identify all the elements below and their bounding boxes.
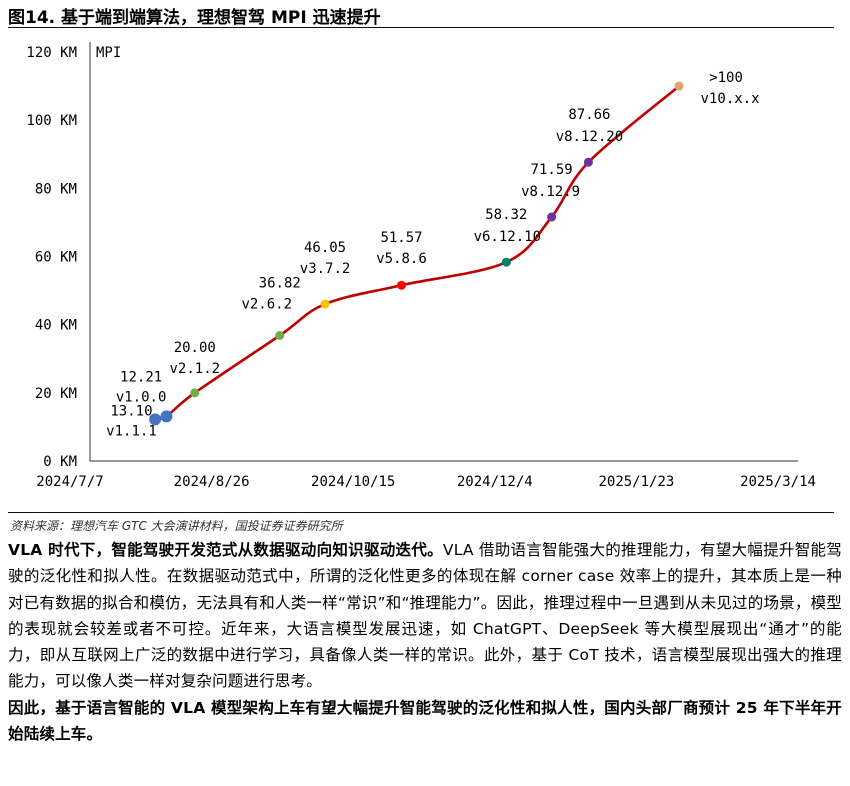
y-axis: 0 KM 20 KM 40 KM 60 KM 80 KM 100 KM 120 KM MPI — [26, 42, 121, 470]
value-label: 13.10 — [110, 403, 152, 419]
version-label: v8.12.20 — [556, 129, 623, 145]
source-note: 资料来源：理想汽车 GTC 大会演讲材料，国投证券证券研究所 — [10, 519, 343, 533]
x-tick-label: 2025/1/23 — [598, 474, 674, 490]
y-tick-label: 20 KM — [35, 386, 77, 402]
version-label: v6.12.10 — [474, 229, 541, 245]
y-tick-label: 40 KM — [35, 318, 77, 334]
data-point — [275, 331, 285, 341]
data-point — [674, 81, 684, 91]
x-tick-label: 2024/8/26 — [174, 474, 250, 490]
data-point — [190, 388, 200, 398]
value-label: 71.59 — [531, 162, 573, 178]
y-tick-label: 60 KM — [35, 250, 77, 266]
value-label: 20.00 — [174, 340, 216, 356]
y-tick-label: 80 KM — [35, 181, 77, 197]
title-divider — [8, 27, 834, 28]
x-tick-label: 2024/12/4 — [457, 474, 533, 490]
value-label: 36.82 — [259, 276, 301, 292]
data-point — [149, 413, 162, 426]
paragraph-1-lead: VLA 时代下，智能驾驶开发范式从数据驱动向知识驱动迭代。 — [8, 541, 443, 559]
mpi-line — [154, 85, 680, 421]
value-label: 51.57 — [380, 230, 422, 246]
body-text: VLA 时代下，智能驾驶开发范式从数据驱动向知识驱动迭代。VLA 借助语言智能强… — [8, 537, 842, 747]
value-label: 58.32 — [485, 207, 527, 223]
y-tick-label: 120 KM — [26, 45, 77, 61]
data-point — [397, 280, 407, 290]
x-axis: 2024/7/7 2024/8/26 2024/10/15 2024/12/4 2025… — [36, 460, 816, 490]
value-label: 87.66 — [568, 107, 610, 123]
data-point — [583, 157, 593, 167]
paragraph-2-lead: 因此，基于语言智能的 VLA 模型架构上车有望大幅提升智能驾驶的泛化性和拟人性，… — [8, 698, 842, 744]
data-point — [501, 257, 511, 267]
version-label: v2.1.2 — [169, 361, 220, 377]
version-label: v1.0.0 — [116, 389, 167, 405]
version-label: v8.12.9 — [521, 184, 580, 200]
data-point — [547, 212, 557, 222]
data-point — [160, 410, 173, 423]
x-tick-label: 2024/7/7 — [36, 474, 103, 490]
version-label: v1.1.1 — [106, 423, 157, 439]
y-tick-label: 0 KM — [43, 454, 77, 470]
paragraph-1-text: VLA 借助语言智能强大的推理能力，有望大幅提升智能驾驶的泛化性和拟人性。在数据… — [8, 541, 842, 691]
version-label: v10.x.x — [701, 91, 760, 107]
version-label: v3.7.2 — [300, 261, 351, 277]
value-label: 46.05 — [304, 240, 346, 256]
data-point — [320, 299, 330, 309]
mpi-series — [149, 81, 684, 426]
version-label: v2.6.2 — [241, 297, 292, 313]
figure-title: 图14. 基于端到端算法，理想智驾 MPI 迅速提升 — [8, 8, 381, 28]
x-tick-label: 2025/3/14 — [740, 474, 816, 490]
y-tick-label: 100 KM — [26, 113, 77, 129]
value-label: >100 — [709, 70, 743, 86]
version-label: v5.8.6 — [376, 251, 427, 267]
x-tick-label: 2024/10/15 — [311, 474, 395, 490]
point-labels: 12.21 v1.0.013.10 v1.1.1 20.00 v2.1.2 36.82 v2… — [106, 70, 759, 439]
y-axis-title: MPI — [96, 45, 121, 61]
value-label: 12.21 — [120, 369, 162, 385]
chart-bottom-divider — [8, 512, 834, 513]
